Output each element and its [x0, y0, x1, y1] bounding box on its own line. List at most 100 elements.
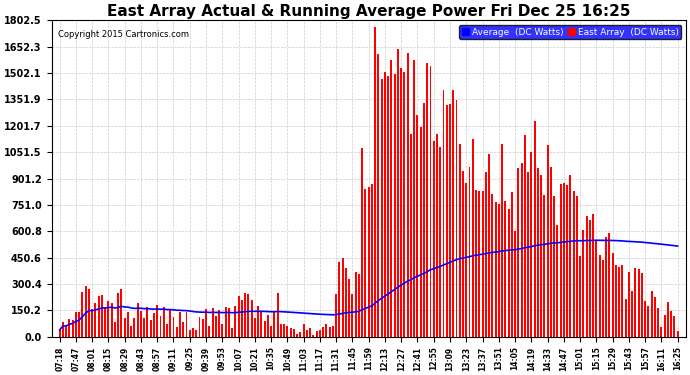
Bar [140, 311, 142, 337]
Bar [397, 49, 399, 337]
Bar [65, 326, 67, 337]
Bar [520, 163, 522, 337]
Bar [647, 306, 649, 337]
Bar [576, 196, 578, 337]
Bar [533, 121, 535, 337]
Bar [433, 141, 435, 337]
Bar [563, 183, 565, 337]
Bar [159, 316, 161, 337]
Bar [270, 326, 272, 337]
Bar [605, 237, 607, 337]
Bar [85, 286, 87, 337]
Bar [293, 329, 295, 337]
Bar [237, 296, 239, 337]
Bar [355, 272, 357, 337]
Bar [144, 318, 145, 337]
Bar [368, 187, 370, 337]
Bar [319, 330, 321, 337]
Bar [322, 327, 324, 337]
Bar [423, 104, 425, 337]
Bar [540, 175, 542, 337]
Bar [306, 330, 308, 337]
Bar [351, 294, 353, 337]
Bar [569, 175, 571, 337]
Bar [667, 302, 669, 337]
Bar [531, 153, 532, 337]
Bar [91, 309, 93, 337]
Bar [250, 300, 253, 337]
Bar [609, 233, 611, 337]
Bar [371, 184, 373, 337]
Bar [133, 318, 135, 337]
Bar [374, 27, 376, 337]
Bar [508, 209, 509, 337]
Bar [361, 148, 363, 337]
Bar [524, 135, 526, 337]
Bar [201, 319, 204, 337]
Bar [377, 54, 380, 337]
Bar [436, 134, 438, 337]
Bar [342, 258, 344, 337]
Bar [566, 184, 568, 337]
Bar [488, 154, 490, 337]
Bar [394, 74, 395, 337]
Bar [475, 190, 477, 337]
Bar [169, 309, 171, 337]
Bar [654, 297, 656, 337]
Bar [335, 294, 337, 337]
Bar [156, 305, 158, 337]
Bar [104, 308, 106, 337]
Bar [78, 312, 80, 337]
Bar [98, 296, 99, 337]
Bar [440, 147, 441, 337]
Bar [384, 72, 386, 337]
Bar [224, 307, 226, 337]
Bar [624, 299, 627, 337]
Bar [121, 289, 122, 337]
Bar [543, 195, 545, 337]
Bar [426, 63, 428, 337]
Bar [110, 303, 112, 337]
Bar [332, 326, 334, 337]
Bar [391, 60, 393, 337]
Bar [62, 322, 64, 337]
Bar [182, 322, 184, 337]
Bar [114, 322, 116, 337]
Bar [218, 310, 220, 337]
Bar [199, 317, 201, 337]
Bar [280, 324, 282, 337]
Bar [478, 192, 480, 337]
Bar [137, 303, 139, 337]
Bar [326, 324, 327, 337]
Bar [429, 66, 431, 337]
Bar [589, 220, 591, 337]
Bar [465, 183, 467, 337]
Bar [387, 76, 389, 337]
Bar [400, 68, 402, 337]
Bar [527, 172, 529, 337]
Bar [472, 139, 474, 337]
Bar [449, 104, 451, 337]
Bar [212, 308, 213, 337]
Bar [192, 328, 194, 337]
Bar [166, 324, 168, 337]
Bar [417, 115, 418, 337]
Bar [514, 231, 516, 337]
Bar [179, 312, 181, 337]
Bar [309, 328, 311, 337]
Bar [611, 253, 613, 337]
Bar [264, 321, 266, 337]
Bar [615, 265, 617, 337]
Bar [497, 204, 500, 337]
Bar [677, 331, 679, 337]
Bar [546, 146, 549, 337]
Bar [537, 168, 539, 337]
Bar [124, 318, 126, 337]
Bar [81, 292, 83, 337]
Bar [599, 255, 600, 337]
Bar [215, 316, 217, 337]
Bar [358, 274, 360, 337]
Bar [195, 330, 197, 337]
Bar [511, 192, 513, 337]
Bar [260, 311, 262, 337]
